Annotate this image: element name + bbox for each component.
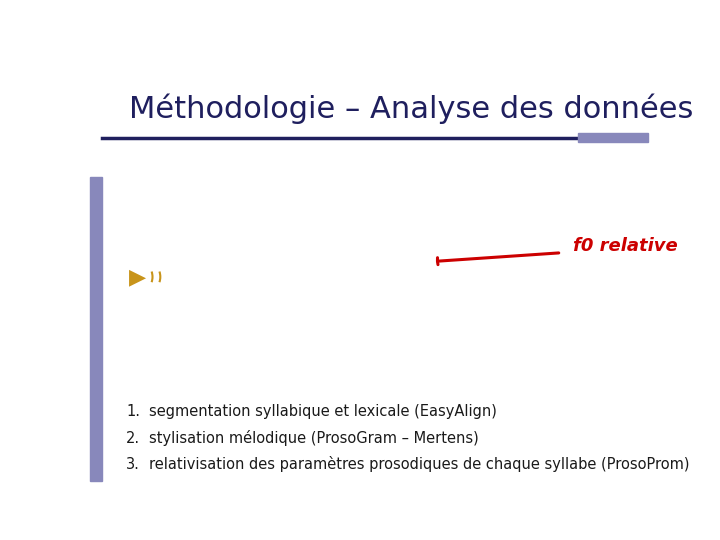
Text: Méthodologie – Analyse des données: Méthodologie – Analyse des données [129,93,693,124]
Text: 2.: 2. [126,431,140,445]
Text: segmentation syllabique et lexicale (EasyAlign): segmentation syllabique et lexicale (Eas… [148,404,497,420]
Bar [578,133,648,141]
Text: relativisation des paramètres prosodiques de chaque syllabe (ProsoProm): relativisation des paramètres prosodique… [148,456,689,472]
Text: 3.: 3. [126,457,140,472]
Text: f0 relative: f0 relative [572,237,678,255]
Text: stylisation mélodique (ProsoGram – Mertens): stylisation mélodique (ProsoGram – Merte… [148,430,478,446]
Text: 1.: 1. [126,404,140,420]
Bar [90,177,102,481]
Text: ▶: ▶ [129,267,146,287]
